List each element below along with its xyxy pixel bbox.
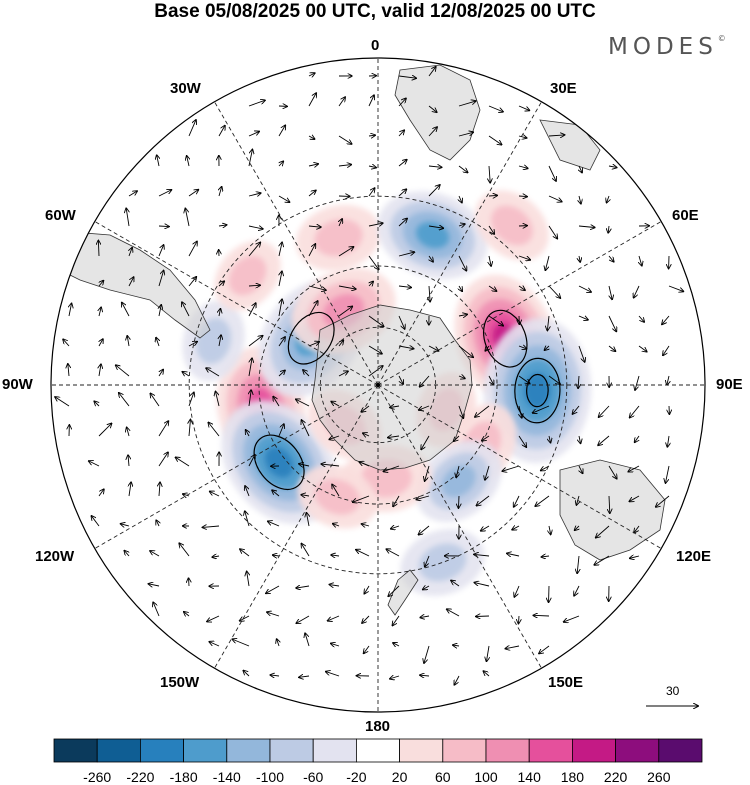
wind-vector [533, 615, 549, 616]
colorbar [54, 739, 702, 762]
colorbar-swatch [659, 739, 702, 762]
lon-label-150e: 150E [548, 674, 583, 691]
colorbar-swatch [97, 739, 140, 762]
colorbar-swatch [529, 739, 572, 762]
lon-label-90e: 90E [716, 376, 743, 393]
colorbar-swatch [356, 739, 399, 762]
map-disc [40, 50, 720, 730]
colorbar-swatch [313, 739, 356, 762]
colorbar-swatch [400, 739, 443, 762]
colorbar-swatch [184, 739, 227, 762]
colorbar-swatch [616, 739, 659, 762]
wind-vector [519, 196, 527, 197]
lon-label-60e: 60E [672, 207, 699, 224]
wind-vector [518, 616, 519, 623]
lon-label-120w: 120W [35, 548, 74, 565]
lon-label-30e: 30E [550, 80, 577, 97]
lon-label-0: 0 [371, 37, 379, 54]
lon-label-150w: 150W [160, 674, 199, 691]
wind-vector [489, 195, 497, 196]
lon-label-60w: 60W [45, 207, 76, 224]
wind-vector [458, 496, 459, 508]
wind-vector [98, 241, 99, 256]
colorbar-swatch [54, 739, 97, 762]
lon-label-180: 180 [365, 718, 390, 735]
lon-label-120e: 120E [676, 548, 711, 565]
lon-label-30w: 30W [170, 80, 201, 97]
colorbar-swatch [270, 739, 313, 762]
colorbar-swatch [486, 739, 529, 762]
vector-scale-label: 30 [666, 684, 679, 698]
colorbar-swatch [443, 739, 486, 762]
colorbar-swatch [572, 739, 615, 762]
lon-label-90w: 90W [2, 376, 33, 393]
colorbar-swatch [227, 739, 270, 762]
wind-vector [159, 226, 169, 227]
colorbar-swatch [140, 739, 183, 762]
pole-point [376, 383, 380, 387]
